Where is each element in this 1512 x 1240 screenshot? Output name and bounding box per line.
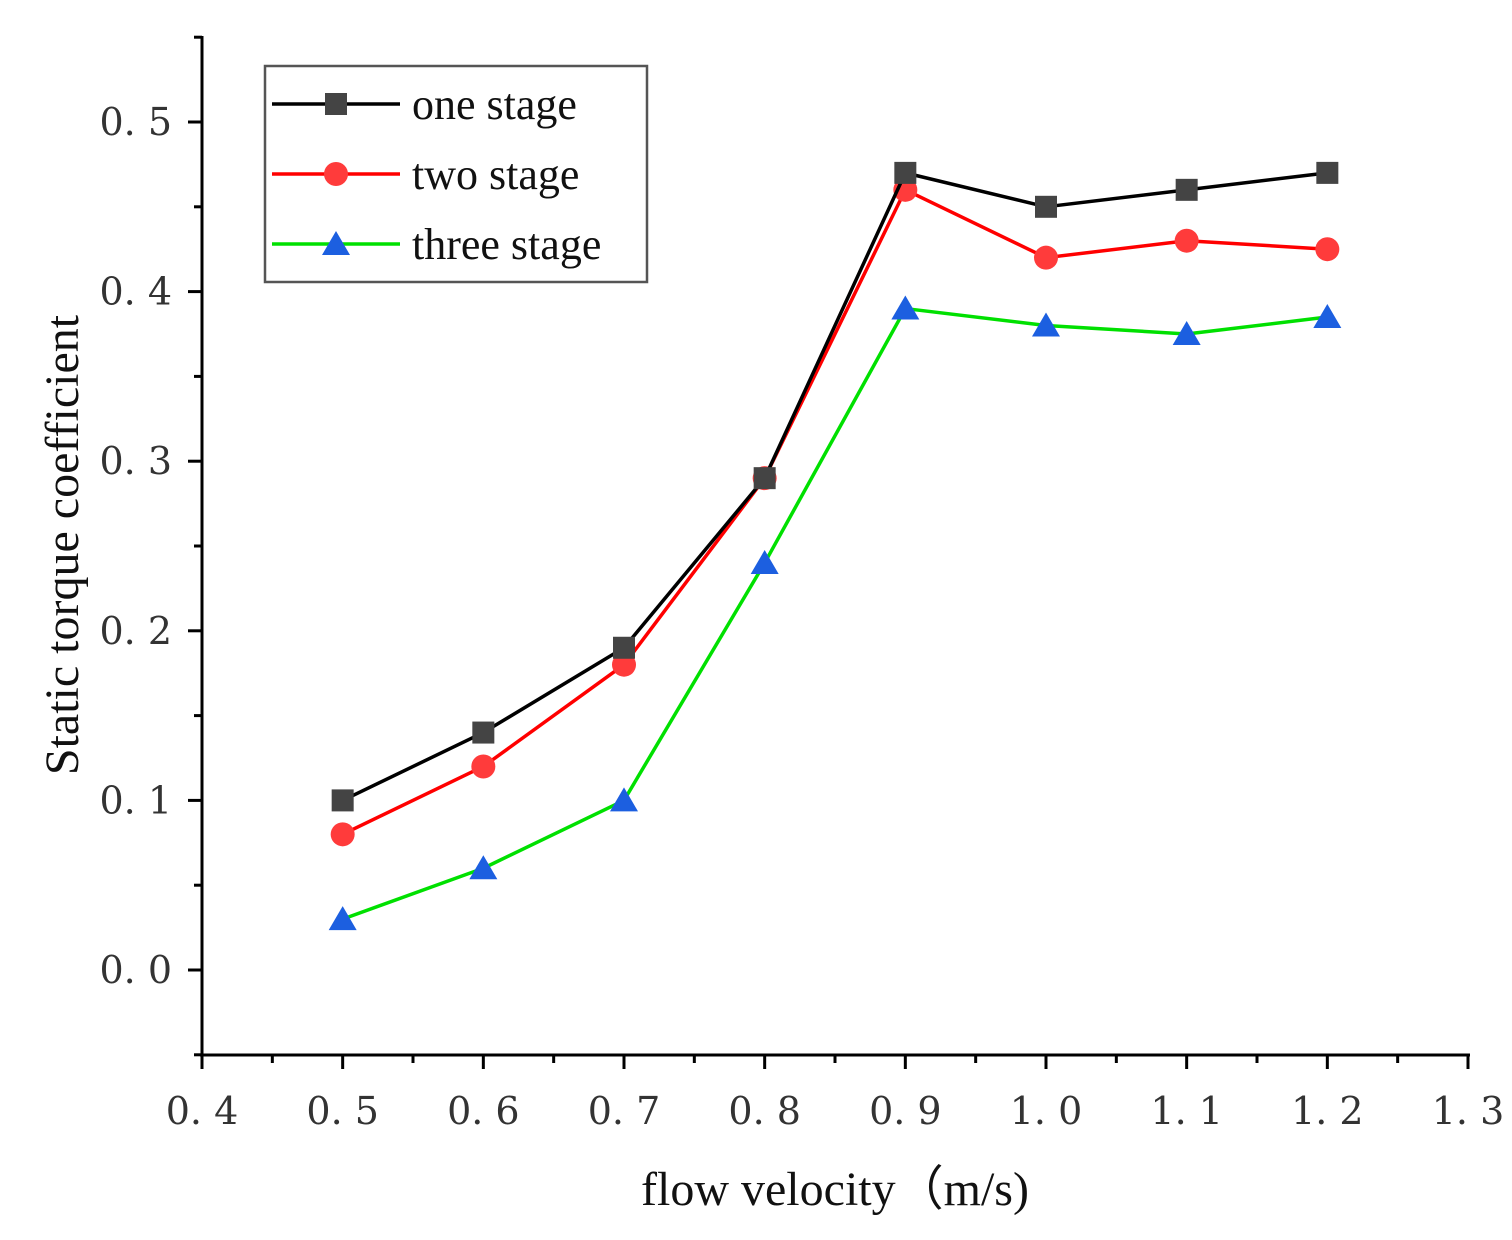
legend-label-three-stage: three stage bbox=[412, 220, 601, 269]
data-point-two-stage bbox=[330, 822, 355, 847]
legend-marker-one-stage bbox=[325, 93, 347, 115]
x-tick-label: 1. 1 bbox=[1150, 1089, 1223, 1133]
x-tick-label: 0. 6 bbox=[447, 1089, 520, 1133]
legend-label-one-stage: one stage bbox=[412, 80, 577, 129]
y-tick-label: 0. 1 bbox=[99, 778, 172, 822]
data-point-three-stage bbox=[1032, 312, 1060, 337]
y-tick-label: 0. 4 bbox=[99, 270, 172, 314]
series-line-one-stage bbox=[341, 171, 1328, 802]
x-tick-label: 0. 8 bbox=[728, 1089, 801, 1133]
series-line-two-stage bbox=[341, 188, 1328, 836]
data-point-one-stage bbox=[472, 721, 495, 744]
ticks bbox=[188, 35, 1470, 1069]
x-tick-label: 0. 4 bbox=[166, 1089, 239, 1133]
x-tick-label: 1. 2 bbox=[1291, 1089, 1364, 1133]
x-tick-label: 1. 0 bbox=[1010, 1089, 1083, 1133]
legend-label-two-stage: two stage bbox=[412, 150, 579, 199]
data-point-one-stage bbox=[1035, 195, 1057, 218]
data-point-three-stage bbox=[469, 855, 498, 880]
x-axis-title: flow velocity（m/s) bbox=[641, 1163, 1029, 1216]
legend: one stage two stage three stage bbox=[263, 64, 649, 284]
data-point-one-stage bbox=[1175, 178, 1198, 201]
x-tick-label: 0. 5 bbox=[306, 1089, 379, 1133]
y-tick-label: 0. 5 bbox=[99, 100, 172, 144]
y-tick-label: 0. 3 bbox=[99, 439, 172, 483]
series-three-stage bbox=[328, 295, 1342, 931]
data-point-two-stage bbox=[1174, 228, 1199, 253]
data-point-one-stage bbox=[753, 467, 776, 490]
series-line-three-stage bbox=[342, 306, 1328, 921]
legend-marker-two-stage bbox=[324, 162, 348, 186]
legend-marker-three-stage bbox=[322, 231, 350, 255]
tick-labels: 0. 4 0. 5 0. 6 0. 7 0. 8 0. 9 1. 0 1. 1 1. 2 1. 3… bbox=[99, 100, 1504, 1133]
data-point-two-stage bbox=[1034, 245, 1058, 270]
data-point-one-stage bbox=[1316, 161, 1339, 184]
data-point-three-stage bbox=[328, 906, 357, 931]
data-point-one-stage bbox=[613, 636, 635, 659]
data-point-three-stage bbox=[1172, 321, 1201, 345]
data-point-three-stage bbox=[750, 549, 779, 574]
data-point-two-stage bbox=[471, 754, 496, 779]
series-layer bbox=[328, 161, 1342, 931]
y-axis-title: Static torque coefficient bbox=[36, 314, 89, 775]
x-tick-label: 0. 9 bbox=[869, 1089, 942, 1133]
data-point-one-stage bbox=[331, 789, 354, 812]
y-tick-label: 0. 0 bbox=[99, 948, 172, 992]
data-point-three-stage bbox=[1313, 304, 1342, 329]
x-tick-label: 0. 7 bbox=[588, 1089, 661, 1133]
series-one-stage bbox=[331, 161, 1339, 812]
data-point-three-stage bbox=[610, 787, 638, 812]
x-tick-label: 1. 3 bbox=[1432, 1089, 1505, 1133]
data-point-three-stage bbox=[891, 295, 920, 320]
y-tick-label: 0. 2 bbox=[99, 609, 172, 653]
data-point-two-stage bbox=[1315, 237, 1340, 262]
data-point-one-stage bbox=[894, 161, 917, 184]
